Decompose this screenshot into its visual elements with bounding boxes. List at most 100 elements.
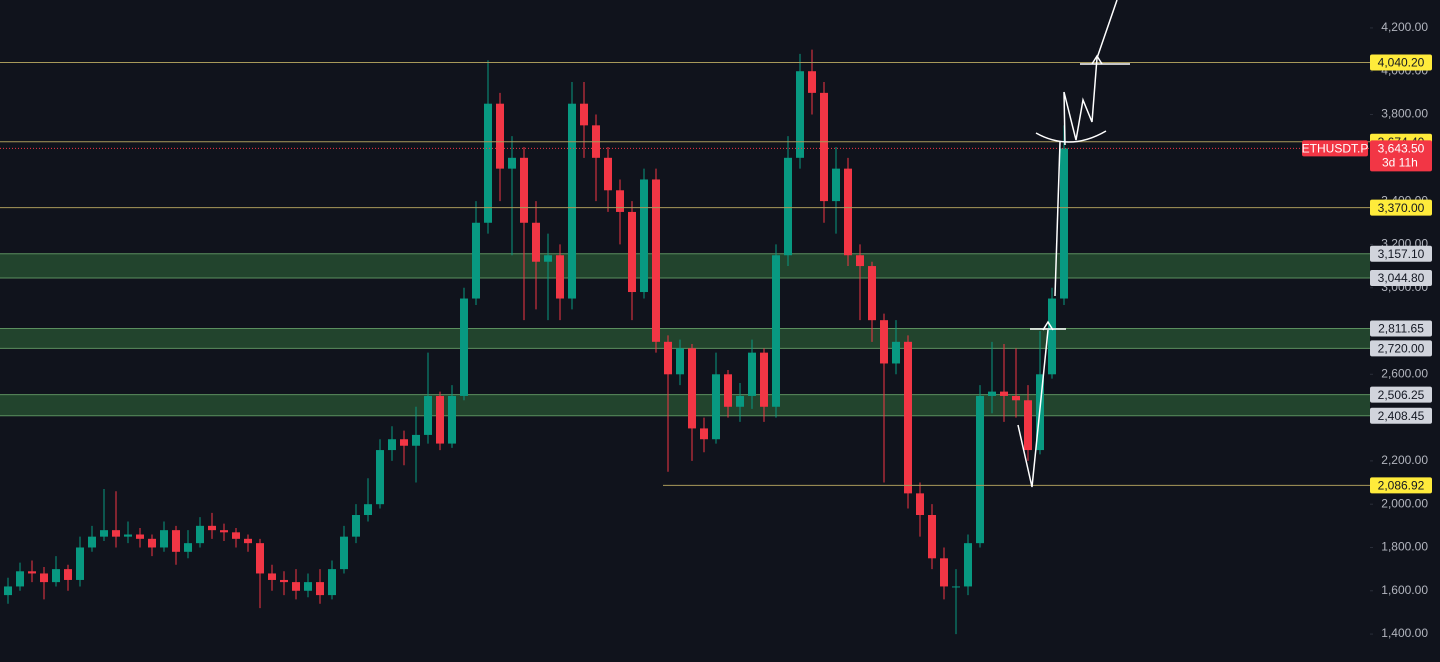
- candle-body: [304, 582, 312, 591]
- zone: [0, 394, 1370, 416]
- y-tick-label: 2,000.00: [1381, 496, 1428, 510]
- drawn-path: [1063, 0, 1118, 146]
- symbol-label: ETHUSDT.P: [1302, 142, 1369, 156]
- candle-body: [676, 348, 684, 375]
- zone-label: 3,157.10: [1378, 247, 1425, 261]
- candle-body: [1000, 391, 1008, 396]
- candle-body: [532, 222, 540, 262]
- candle-body: [232, 532, 240, 539]
- candle-body: [604, 157, 612, 191]
- candle-body: [496, 103, 504, 169]
- candle-body: [268, 573, 276, 580]
- candle-body: [844, 168, 852, 256]
- price-label: 3,643.50: [1378, 142, 1425, 156]
- candle-body: [172, 530, 180, 552]
- candle-body: [1060, 148, 1068, 299]
- candle-body: [760, 352, 768, 407]
- candle-body: [484, 103, 492, 223]
- y-tick-label: 4,200.00: [1381, 20, 1428, 34]
- candle-body: [388, 439, 396, 451]
- candle-body: [688, 348, 696, 429]
- candle-body: [424, 395, 432, 435]
- price-tags: 3,157.10 3,044.80 2,811.65 2,720.00 2,506.25…: [1302, 54, 1432, 494]
- candle-body: [964, 543, 972, 587]
- candle-body: [736, 395, 744, 407]
- candle-body: [448, 395, 456, 444]
- candle-body: [148, 538, 156, 548]
- candle-body: [184, 543, 192, 552]
- candle-body: [772, 255, 780, 407]
- candle-body: [832, 168, 840, 202]
- zone: [0, 328, 1370, 349]
- candle-body: [628, 211, 636, 293]
- candle-body: [28, 571, 36, 574]
- y-tick-label: 2,200.00: [1381, 453, 1428, 467]
- symbol-tag: [1302, 140, 1368, 157]
- candle-body: [340, 536, 348, 570]
- zone-tag: [1370, 270, 1432, 287]
- candle-body: [988, 391, 996, 396]
- candle-body: [412, 434, 420, 446]
- candle-body: [544, 255, 552, 262]
- candle-body: [976, 395, 984, 544]
- zone-label: 2,408.45: [1378, 409, 1425, 423]
- candle-body: [124, 534, 132, 537]
- drawn-path: [1054, 141, 1061, 297]
- candle-body: [208, 525, 216, 531]
- candle-body: [508, 157, 516, 169]
- candle-body: [808, 71, 816, 93]
- y-tick-label: 1,800.00: [1381, 540, 1428, 554]
- candle-body: [796, 71, 804, 158]
- y-tick-label: 3,800.00: [1381, 107, 1428, 121]
- candle-body: [880, 320, 888, 364]
- candle-body: [364, 504, 372, 516]
- candle-body: [436, 395, 444, 444]
- candle-body: [88, 536, 96, 548]
- candle-body: [52, 569, 60, 583]
- y-tick-label: 1,400.00: [1381, 626, 1428, 640]
- candle-body: [856, 255, 864, 267]
- candle-body: [700, 428, 708, 440]
- candle-body: [904, 341, 912, 494]
- y-tick-label: 1,600.00: [1381, 583, 1428, 597]
- candle-body: [112, 530, 120, 537]
- candle-body: [892, 341, 900, 364]
- y-tick-label: 2,600.00: [1381, 366, 1428, 380]
- candle-body: [400, 439, 408, 446]
- zone-tag: [1370, 340, 1432, 357]
- price-tag: [1370, 140, 1432, 172]
- candle-body: [328, 569, 336, 596]
- candle-body: [196, 525, 204, 544]
- candle-body: [1012, 395, 1020, 401]
- drawn-arc: [1035, 130, 1107, 143]
- candle-body: [460, 298, 468, 396]
- drawn-arrow: [1091, 54, 1103, 65]
- candle-body: [784, 157, 792, 256]
- candle-body: [160, 530, 168, 548]
- candle-body: [280, 579, 288, 583]
- zone-tag: [1370, 407, 1432, 424]
- candle-body: [292, 582, 300, 591]
- candle-body: [580, 103, 588, 126]
- drawn-path: [1017, 329, 1049, 488]
- candle-body: [940, 558, 948, 587]
- candle-body: [616, 190, 624, 212]
- candle-body: [520, 157, 528, 223]
- level-tag: [1370, 199, 1432, 216]
- candle-body: [868, 266, 876, 321]
- candle-body: [220, 530, 228, 533]
- level-tag: [1370, 54, 1432, 71]
- candle-body: [952, 586, 960, 588]
- candle-body: [820, 92, 828, 202]
- candle-body: [652, 179, 660, 342]
- zone-tag: [1370, 320, 1432, 337]
- candle-body: [316, 582, 324, 596]
- candle-body: [1024, 400, 1032, 451]
- candle-body: [472, 222, 480, 299]
- candle-body: [136, 534, 144, 539]
- candle-body: [1048, 298, 1056, 375]
- level-label: 4,040.20: [1378, 56, 1425, 70]
- candle-body: [352, 515, 360, 537]
